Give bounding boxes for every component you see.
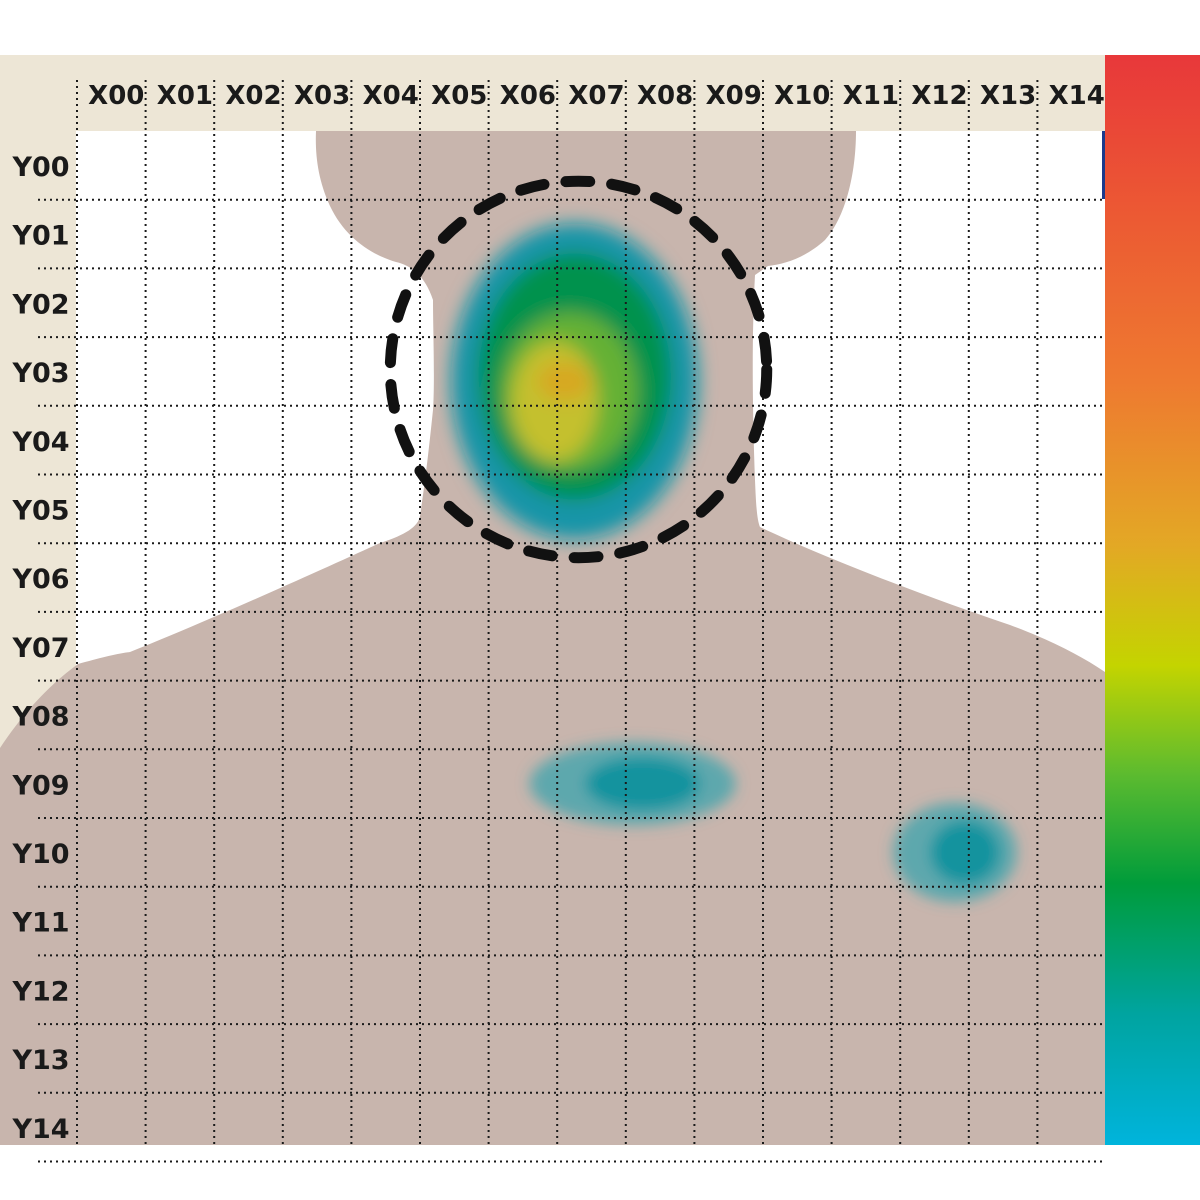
row-marker xyxy=(1102,131,1105,199)
y-tick-label: Y13 xyxy=(11,1045,69,1076)
y-tick-label: Y06 xyxy=(11,564,69,595)
right-chest-hotspot-core xyxy=(931,821,1000,884)
y-tick-label: Y14 xyxy=(11,1114,69,1145)
colorbar xyxy=(1105,55,1200,1145)
y-tick-label: Y09 xyxy=(11,770,69,801)
y-tick-label: Y05 xyxy=(11,496,69,527)
x-tick-label: X13 xyxy=(980,81,1036,111)
y-tick-label: Y04 xyxy=(11,427,69,458)
x-tick-label: X05 xyxy=(431,81,487,111)
highlight-circle xyxy=(384,175,773,564)
x-tick-label: X14 xyxy=(1049,81,1105,111)
neck-hotspot-core xyxy=(511,341,598,462)
x-axis-panel xyxy=(0,55,1105,131)
x-tick-label: X12 xyxy=(911,81,967,111)
y-tick-label: Y08 xyxy=(11,702,69,733)
heat-layer xyxy=(451,223,1017,902)
y-tick-label: Y10 xyxy=(11,839,69,870)
x-axis: X00 X01 X02 X03 X04 X05 X06 X07 X08 X09 X10 X11 X12 X… xyxy=(88,81,1105,111)
x-tick-label: X10 xyxy=(774,81,830,111)
x-tick-label: X09 xyxy=(706,81,762,111)
x-tick-label: X04 xyxy=(363,81,419,111)
neck-hotspot xyxy=(451,223,699,540)
grid-lines xyxy=(38,80,1107,1163)
y-tick-label: Y02 xyxy=(11,289,69,320)
body-silhouette xyxy=(0,131,1105,1145)
x-tick-label: X00 xyxy=(88,81,144,111)
x-tick-label: X11 xyxy=(843,81,899,111)
x-tick-label: X02 xyxy=(225,81,281,111)
x-tick-label: X01 xyxy=(157,81,213,111)
chest-hotspot xyxy=(529,742,736,825)
y-axis: Y00 Y01 Y02 Y03 Y04 Y05 Y06 Y07 Y08 Y09 Y10 Y11 Y12 Y… xyxy=(11,152,69,1145)
y-tick-label: Y07 xyxy=(11,633,69,664)
x-tick-label: X07 xyxy=(568,81,624,111)
x-tick-label: X08 xyxy=(637,81,693,111)
x-tick-label: X06 xyxy=(500,81,556,111)
y-tick-label: Y03 xyxy=(11,358,69,389)
y-tick-label: Y12 xyxy=(11,976,69,1007)
y-tick-label: Y00 xyxy=(11,152,69,183)
x-tick-label: X03 xyxy=(294,81,350,111)
y-tick-label: Y01 xyxy=(11,221,69,252)
y-tick-label: Y11 xyxy=(11,908,69,939)
right-chest-hotspot xyxy=(893,802,1017,902)
chest-hotspot-core xyxy=(586,757,700,810)
neck-hotspot-peak xyxy=(537,362,592,401)
